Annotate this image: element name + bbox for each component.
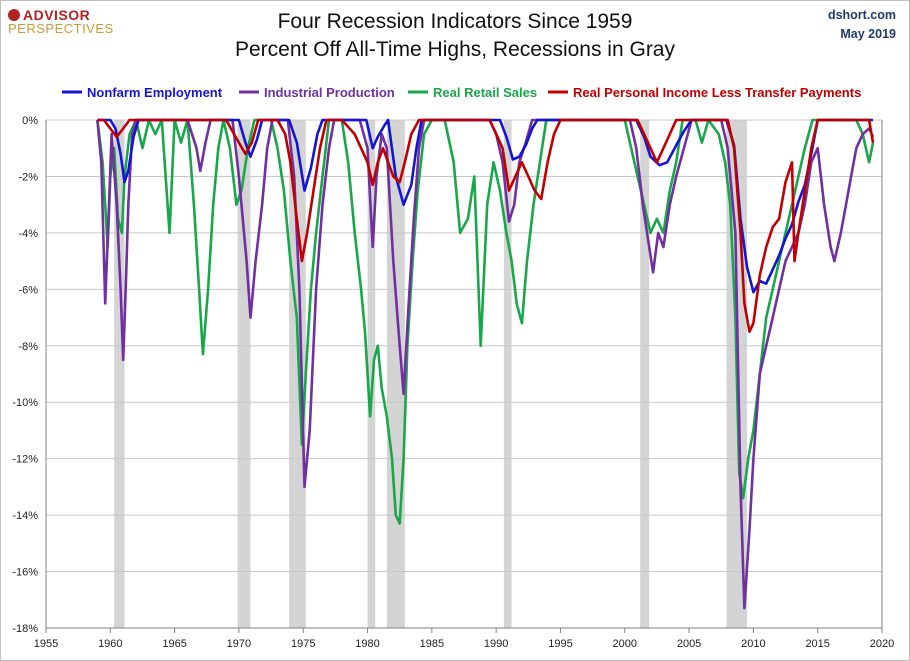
recession-band <box>114 120 125 628</box>
recession-band <box>640 120 650 628</box>
y-tick-label: -4% <box>18 228 38 240</box>
x-tick-label: 1985 <box>420 638 444 650</box>
legend-label: Industrial Production <box>264 85 395 100</box>
y-tick-label: -6% <box>18 284 38 296</box>
recession-band <box>237 120 251 628</box>
series-line-real-personal-income-less-transfer-payments <box>97 118 875 333</box>
y-tick-label: -12% <box>12 454 38 466</box>
y-tick-label: -14% <box>12 510 38 522</box>
recession-band <box>503 120 512 628</box>
legend-label: Real Retail Sales <box>433 85 537 100</box>
series-line-real-retail-sales <box>96 118 875 525</box>
recession-band <box>367 120 376 628</box>
x-tick-label: 1980 <box>355 638 379 650</box>
logo-line1: ADVISOR <box>23 7 91 23</box>
y-tick-label: -8% <box>18 341 38 353</box>
x-tick-label: 2000 <box>613 638 637 650</box>
x-tick-label: 2020 <box>870 638 894 650</box>
x-tick-label: 1960 <box>98 638 122 650</box>
recession-band <box>289 120 306 628</box>
series-line-industrial-production <box>96 118 875 610</box>
legend-label: Real Personal Income Less Transfer Payme… <box>573 85 861 100</box>
y-tick-label: -18% <box>12 623 38 635</box>
advisor-perspectives-logo: ADVISOR PERSPECTIVES <box>8 7 114 36</box>
x-tick-label: 1990 <box>484 638 508 650</box>
chart-subtitle: Percent Off All-Time Highs, Recessions i… <box>235 38 675 61</box>
y-tick-label: -2% <box>18 171 38 183</box>
x-tick-label: 1970 <box>227 638 251 650</box>
y-tick-label: -16% <box>12 567 38 579</box>
x-tick-label: 2010 <box>741 638 765 650</box>
x-tick-label: 1965 <box>162 638 186 650</box>
x-tick-label: 2005 <box>677 638 701 650</box>
x-tick-label: 1995 <box>548 638 572 650</box>
legend-label: Nonfarm Employment <box>87 85 223 100</box>
x-tick-label: 1975 <box>291 638 315 650</box>
chart-title: Four Recession Indicators Since 1959 <box>277 10 633 33</box>
x-tick-label: 1955 <box>34 638 58 650</box>
x-tick-label: 2015 <box>805 638 829 650</box>
y-tick-label: -10% <box>12 397 38 409</box>
y-tick-label: 0% <box>22 115 38 127</box>
source-label: dshort.com <box>827 8 896 22</box>
logo-mark-icon <box>8 9 20 21</box>
logo-line2: PERSPECTIVES <box>8 21 114 36</box>
date-label: May 2019 <box>840 27 896 41</box>
